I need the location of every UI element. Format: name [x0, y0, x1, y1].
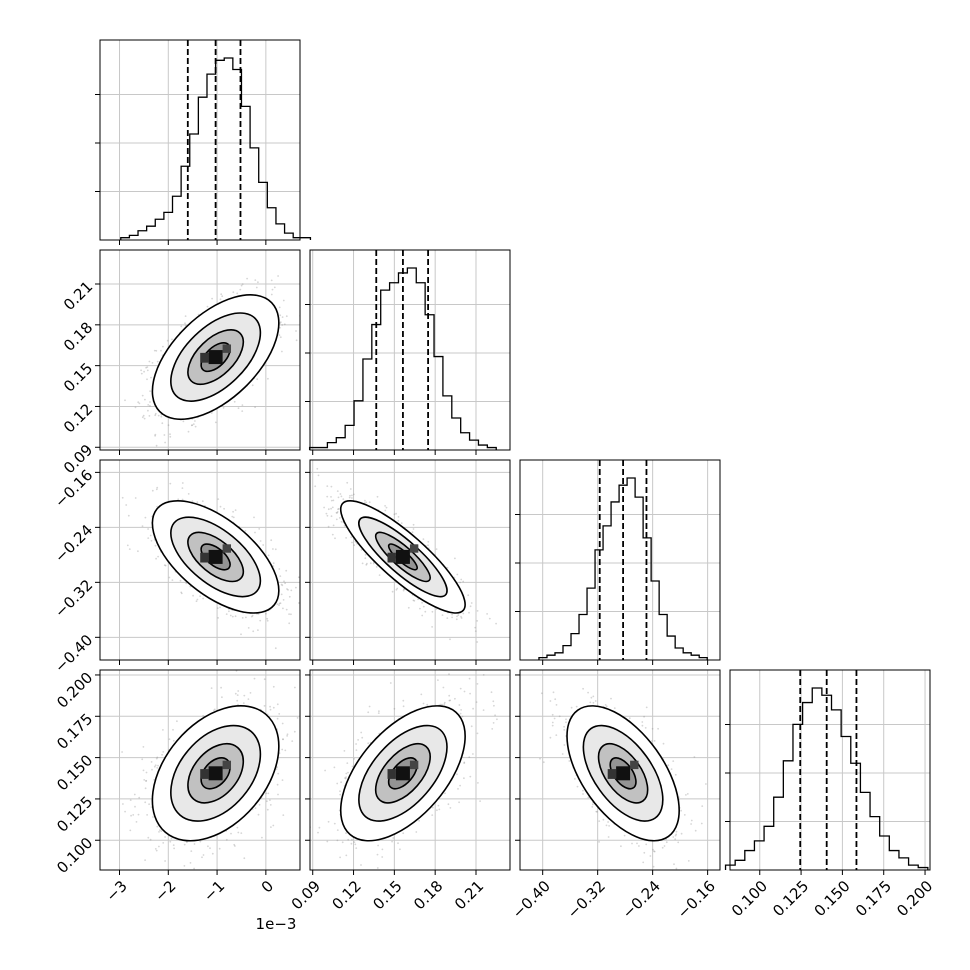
- density-cell-a-3-2: [607, 769, 617, 779]
- density-cell-b-1-0: [222, 344, 232, 353]
- hist-0: [120, 57, 312, 240]
- x-tick-label-3-4: 0.200: [893, 877, 936, 920]
- x-tick-label-3-1: 0.125: [769, 877, 812, 920]
- x-tick-label-0-3: 0: [258, 877, 277, 896]
- hist-2: [538, 477, 708, 660]
- panel-frame-3-2: [519, 669, 721, 871]
- x-tick-label-1-0: 0.09: [288, 877, 324, 913]
- density-core-3-2: [616, 766, 631, 781]
- panel-frame-3-1: [309, 669, 511, 871]
- hist-3: [724, 687, 929, 870]
- x-tick-label-1-4: 0.21: [451, 877, 487, 913]
- x-tick-label-2-0: −0.40: [509, 877, 554, 922]
- density-core-3-1: [395, 766, 410, 781]
- x-tick-label-2-2: −0.24: [619, 877, 664, 922]
- panel-frame-2-1: [309, 459, 511, 661]
- x-tick-label-1-3: 0.18: [410, 877, 446, 913]
- density-cell-b-2-0: [222, 544, 232, 553]
- y-tick-label-3-1: 0.125: [53, 793, 96, 836]
- y-tick-label-3-3: 0.175: [53, 710, 96, 753]
- y-tick-label-1-2: 0.15: [60, 359, 96, 395]
- density-cell-a-2-1: [387, 552, 396, 563]
- x-tick-label-0-2: −1: [200, 877, 228, 905]
- density-cell-b-3-0: [222, 760, 232, 770]
- x-tick-label-2-1: −0.32: [564, 877, 609, 922]
- panel-frame-0-0: [99, 39, 301, 241]
- x-tick-label-3-0: 0.100: [728, 877, 771, 920]
- density-cell-a-3-1: [387, 769, 396, 779]
- density-cell-b-2-1: [409, 544, 419, 553]
- density-core-2-0: [208, 549, 223, 564]
- density-cell-a-2-0: [200, 552, 209, 563]
- x-tick-label-3-3: 0.175: [852, 877, 895, 920]
- density-cell-b-3-2: [630, 760, 639, 770]
- x-tick-label-2-3: −0.16: [674, 877, 719, 922]
- panel-frame-3-3: [729, 669, 931, 871]
- y-tick-label-3-4: 0.200: [53, 669, 96, 712]
- y-tick-label-1-4: 0.21: [60, 278, 96, 314]
- panel-frame-1-0: [99, 249, 301, 451]
- x-tick-label-0-0: −3: [102, 877, 130, 905]
- density-core-3-0: [208, 766, 223, 781]
- x-tick-label-1-1: 0.12: [329, 877, 365, 913]
- y-tick-label-1-3: 0.18: [60, 318, 96, 354]
- density-cell-a-3-0: [200, 769, 209, 779]
- x-tick-label-3-2: 0.150: [811, 877, 854, 920]
- density-cell-b-3-1: [409, 760, 419, 770]
- density-core-2-1: [395, 549, 410, 564]
- panel-frame-2-0: [99, 459, 301, 661]
- x-tick-label-0-1: −2: [151, 877, 179, 905]
- x-axis-offset-label: 1e−3: [256, 915, 297, 933]
- y-tick-label-2-0: −0.40: [51, 631, 96, 676]
- y-tick-label-2-1: −0.32: [51, 576, 96, 621]
- x-tick-label-1-2: 0.15: [369, 877, 405, 913]
- panel-frame-3-0: [99, 669, 301, 871]
- y-tick-label-3-0: 0.100: [53, 834, 96, 877]
- hist-1: [308, 267, 497, 450]
- panel-frame-2-2: [519, 459, 721, 661]
- y-tick-label-3-2: 0.150: [53, 751, 96, 794]
- panel-frame-1-1: [309, 249, 511, 451]
- y-tick-label-2-2: −0.24: [51, 521, 96, 566]
- density-core-1-0: [208, 350, 223, 365]
- density-cell-a-1-0: [200, 352, 209, 363]
- y-tick-label-1-1: 0.12: [60, 400, 96, 436]
